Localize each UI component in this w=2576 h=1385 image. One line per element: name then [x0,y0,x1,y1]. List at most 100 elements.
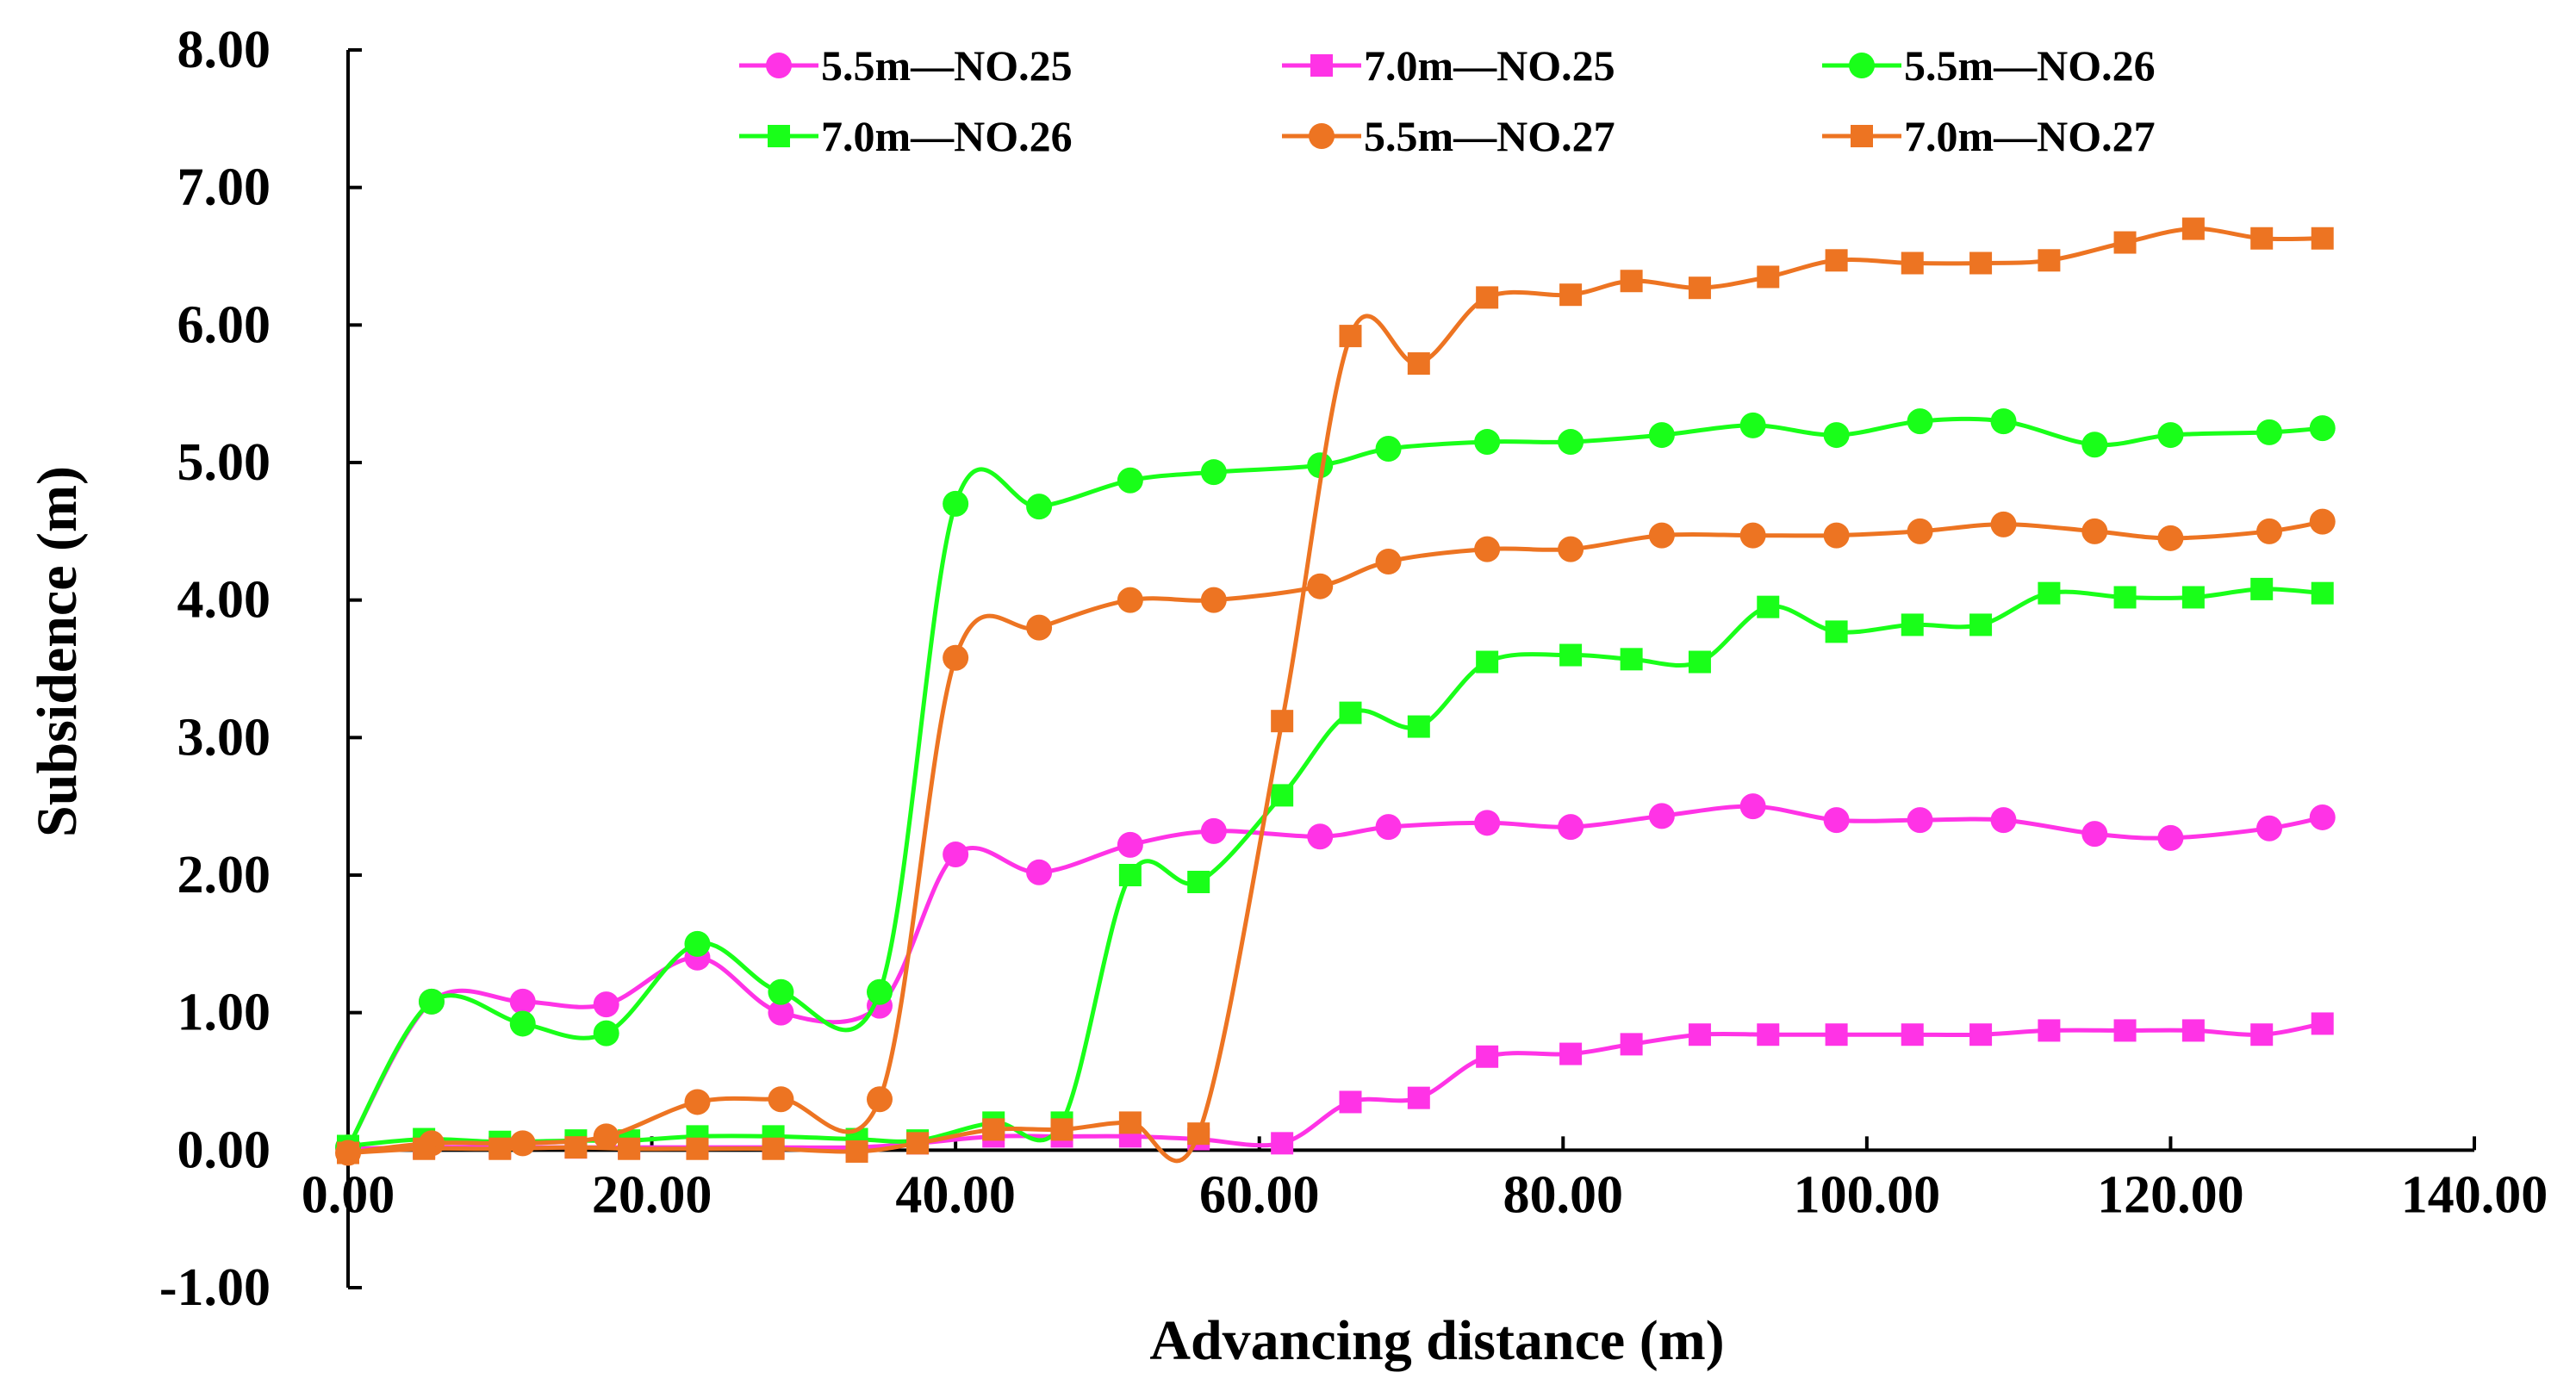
legend-label: 5.5m—NO.27 [1364,112,1615,160]
legend-label: 7.0m—NO.26 [821,112,1073,160]
data-point [2311,227,2334,250]
data-point [943,490,969,517]
data-point [768,978,794,1005]
data-point [2181,586,2205,609]
y-tick-label: 6.00 [177,295,271,354]
data-point [906,1132,930,1155]
data-point [2250,577,2274,600]
y-tick-label: 8.00 [177,21,271,79]
data-point [1825,249,1848,272]
data-point [1187,870,1210,893]
data-point [1118,1111,1142,1134]
data-point [593,991,619,1018]
data-point [2038,1019,2061,1042]
data-point [2256,419,2283,445]
data-point [488,1137,512,1160]
x-tick-label: 100.00 [1794,1165,1941,1224]
data-point [1375,814,1402,841]
data-point [943,644,969,671]
data-point [1688,276,1711,300]
data-point [1117,467,1143,494]
legend-marker [1851,125,1873,147]
y-tick-label: 4.00 [177,571,271,630]
data-point [1407,1086,1430,1109]
data-point [2311,1012,2334,1035]
data-point [1901,1023,1924,1047]
data-point [1969,1023,1993,1047]
data-point [2113,586,2137,609]
series-7.0m—NO.26 [337,577,2334,1158]
data-point [1823,522,1850,549]
x-axis-title: Advancing distance (m) [1149,1309,1724,1372]
data-point [2250,227,2274,250]
x-tick-label: 40.00 [895,1165,1016,1224]
data-point [1559,1042,1583,1065]
y-tick-label: 1.00 [177,984,271,1042]
series-line [347,1021,2324,1152]
data-point [1271,784,1294,807]
data-point [1823,422,1850,449]
data-point [1990,511,2017,537]
data-point [1026,859,1053,885]
x-tick-label: 80.00 [1503,1165,1624,1224]
data-point [509,1130,536,1157]
data-point [1757,265,1780,289]
data-point [1620,1033,1643,1056]
data-point [1648,803,1675,829]
data-point [1271,1132,1294,1155]
data-point [2038,581,2061,605]
data-point [593,1123,619,1150]
y-tick-label: 3.00 [177,708,271,767]
y-tick-label: 7.00 [177,158,271,217]
data-point [684,930,711,957]
data-point [1271,710,1294,733]
data-point [1200,587,1227,613]
data-point [618,1137,641,1160]
series-7.0m—NO.27 [337,217,2334,1165]
series-5.5m—NO.25 [335,793,2336,1161]
data-point [564,1136,588,1159]
data-point [1969,613,1993,637]
legend-label: 7.0m—NO.27 [1904,112,2156,160]
data-point [1118,864,1142,886]
data-point [1739,522,1766,549]
y-axis-title: Subsidence (m) [26,466,89,837]
data-point [982,1118,1005,1141]
legend-entry: 5.5m—NO.27 [1282,112,1615,160]
series-line [345,804,2324,1149]
data-point [1200,459,1227,486]
data-point [1757,1023,1780,1047]
data-point [943,842,969,868]
axes: -1.00 0.00 1.00 2.00 3.00 4.00 5.00 6.00 7.00 8.0… [159,21,2548,1317]
legend-entry: 5.5m—NO.26 [1822,41,2156,90]
data-point [1990,807,2017,834]
data-point [1558,429,1584,456]
legend-entry: 7.0m—NO.25 [1282,41,1615,90]
data-point [845,1140,868,1163]
data-point [1990,408,2017,435]
data-point [1825,1023,1848,1047]
data-point [2309,415,2336,442]
data-point [2157,422,2184,449]
data-point [1907,408,1933,435]
data-point [1559,643,1583,667]
legend-entry: 7.0m—NO.26 [739,112,1073,160]
series-line [345,416,2323,1149]
data-point [1026,614,1053,641]
data-point [413,1137,436,1160]
legend-marker [768,125,790,147]
legend-entry: 5.5m—NO.25 [739,41,1073,90]
data-point [1757,595,1780,618]
series-line [347,587,2323,1148]
data-point [867,1086,893,1113]
data-point [1474,429,1501,456]
data-point [2081,821,2108,848]
x-tick-label: 0.00 [302,1165,395,1224]
y-tick-label: -1.00 [159,1258,271,1317]
data-point [1648,522,1675,549]
data-point [684,1089,711,1115]
data-point [1688,650,1711,674]
data-point [593,1020,619,1047]
data-point [1375,436,1402,463]
